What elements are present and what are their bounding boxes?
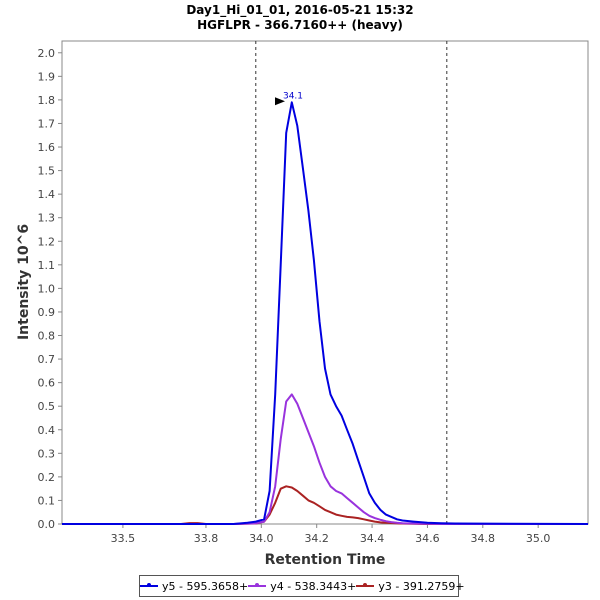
x-tick-label: 34.8 xyxy=(471,532,496,545)
x-tick-label: 33.8 xyxy=(194,532,219,545)
legend-swatch-y3 xyxy=(356,583,375,587)
y-tick-label: 1.4 xyxy=(38,188,56,201)
chromatogram-chart: 0.0 0.1 0.2 0.3 0.4 0.5 0.6 0.7 0.8 0.9 1.0 1.1 1.2 1… xyxy=(16,40,589,568)
y-axis-label: Intensity 10^6 xyxy=(16,224,32,340)
y-tick-label: 0.8 xyxy=(38,330,56,343)
x-axis: 33.5 33.8 34.0 34.2 34.4 34.6 34.8 35.0 xyxy=(111,524,551,545)
legend-item-y3[interactable]: y3 - 391.2759+ xyxy=(356,579,465,593)
y-axis: 0.0 0.1 0.2 0.3 0.4 0.5 0.6 0.7 0.8 0.9 1.0 1.1 1.2 1… xyxy=(38,47,62,531)
y-tick-label: 0.2 xyxy=(38,471,56,484)
series-line[interactable] xyxy=(62,393,588,525)
legend-swatch-y5 xyxy=(140,583,158,587)
x-tick-label: 34.0 xyxy=(249,532,274,545)
y-tick-label: 1.3 xyxy=(38,212,56,225)
legend-item-y4[interactable]: y4 - 538.3443+ xyxy=(248,580,356,593)
y-tick-label: 0.9 xyxy=(38,306,56,319)
y-tick-label: 0.3 xyxy=(38,447,56,460)
y-tick-label: 0.5 xyxy=(38,400,56,413)
plot-area xyxy=(61,40,589,525)
chart-subtitle: HGFLPR - 366.7160++ (heavy) xyxy=(197,18,403,32)
y-tick-label: 1.1 xyxy=(38,259,56,272)
y-tick-label: 2.0 xyxy=(38,47,56,60)
legend-label-y4: y4 - 538.3443+ xyxy=(270,579,357,593)
y-tick-label: 1.7 xyxy=(38,117,56,130)
y-tick-label: 1.6 xyxy=(38,141,56,154)
y-tick-label: 1.0 xyxy=(38,282,56,295)
integration-boundaries xyxy=(255,41,448,524)
peak-marker-icon xyxy=(275,97,286,106)
legend-swatch-y4 xyxy=(248,583,267,587)
y-tick-label: 0.0 xyxy=(38,518,56,531)
peak-label: 34.1 xyxy=(283,91,303,101)
y-tick-label: 1.5 xyxy=(38,165,56,178)
y-tick-label: 0.6 xyxy=(38,377,56,390)
peak-annotation: 34.1 xyxy=(275,91,303,106)
y-tick-label: 0.1 xyxy=(38,494,56,507)
x-tick-label: 34.2 xyxy=(304,532,329,545)
legend-label-y3: y3 - 391.2759+ xyxy=(378,579,465,593)
x-tick-label: 34.4 xyxy=(360,532,385,545)
series-lines xyxy=(62,101,589,525)
y-tick-label: 1.2 xyxy=(38,235,56,248)
x-tick-label: 35.0 xyxy=(526,532,551,545)
chart-title: Day1_Hi_01_01, 2016-05-21 15:32 xyxy=(186,3,414,17)
series-line[interactable] xyxy=(62,101,589,525)
y-tick-label: 0.7 xyxy=(38,353,56,366)
x-axis-label: Retention Time xyxy=(265,552,386,568)
y-tick-label: 1.9 xyxy=(38,70,56,83)
legend-item-y5[interactable]: y5 - 595.3658+ xyxy=(140,580,248,593)
legend-label-y5: y5 - 595.3658+ xyxy=(162,579,249,593)
legend: y5 - 595.3658+ y4 - 538.3443+ y3 - 391.2… xyxy=(139,575,465,597)
x-tick-label: 33.5 xyxy=(111,532,136,545)
y-tick-label: 1.8 xyxy=(38,94,56,107)
x-tick-label: 34.6 xyxy=(415,532,440,545)
y-tick-label: 0.4 xyxy=(38,424,56,437)
